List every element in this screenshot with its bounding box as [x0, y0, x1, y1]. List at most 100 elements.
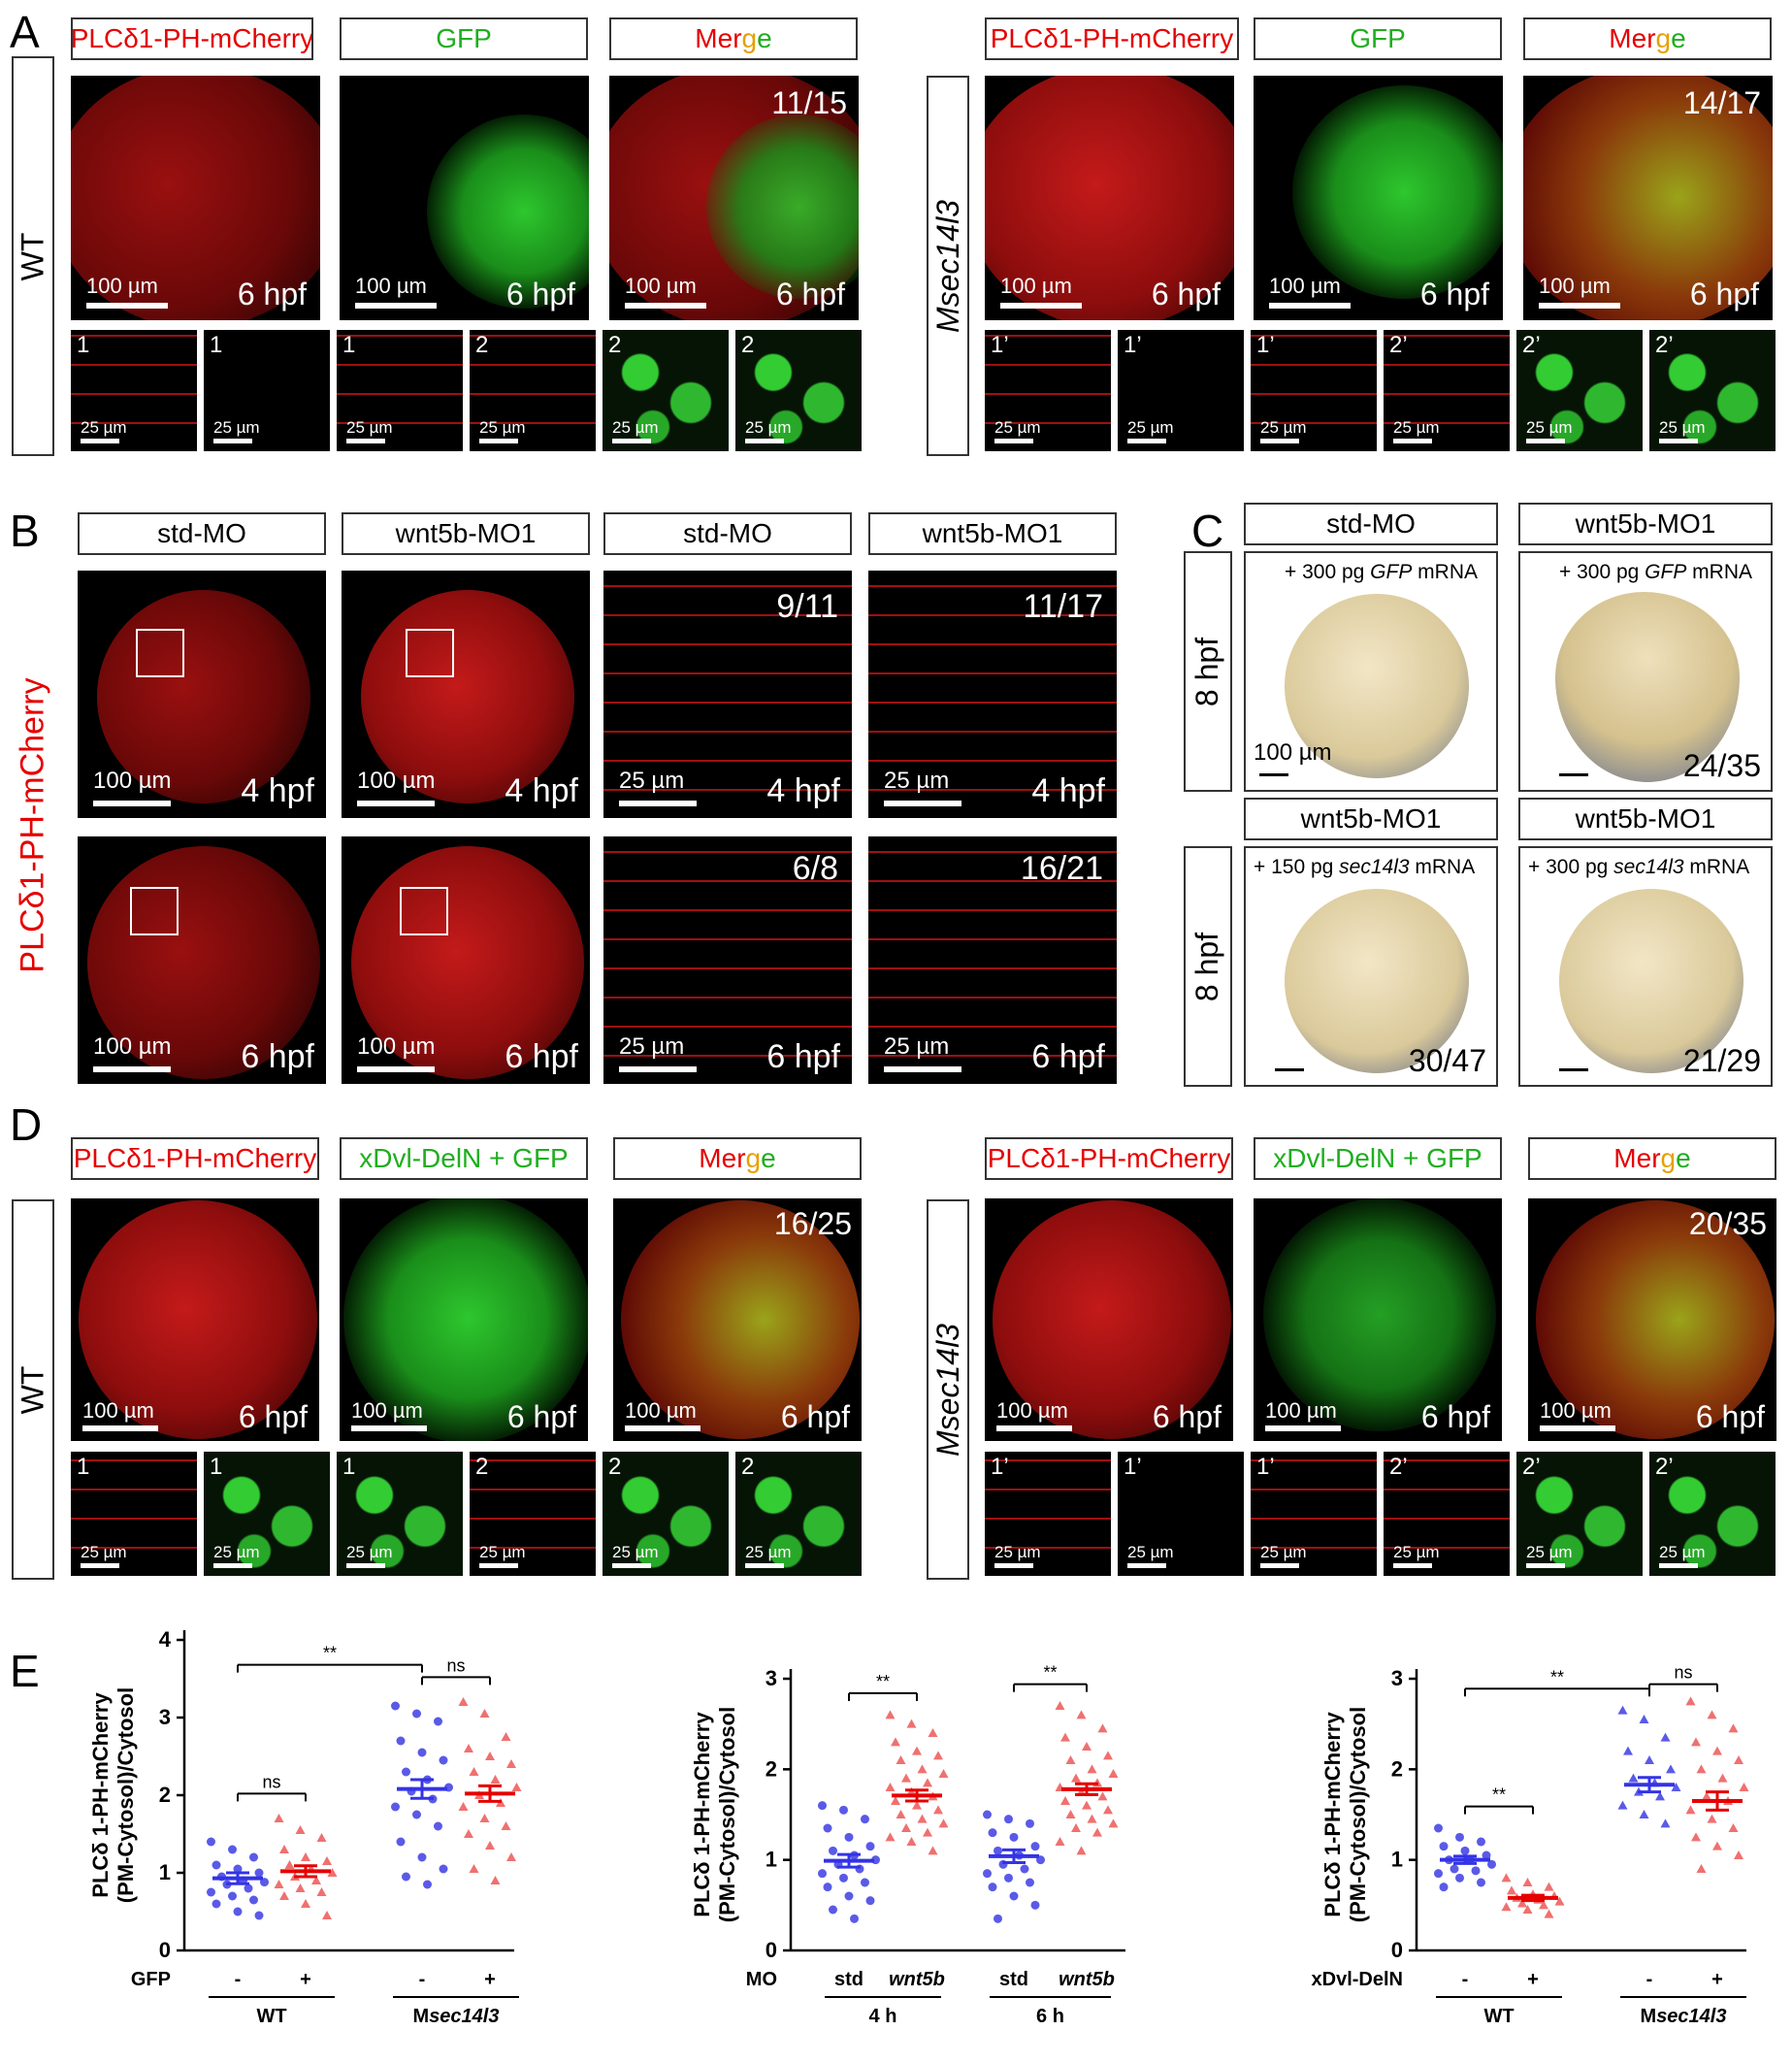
y-tick-label: 3: [159, 1705, 171, 1729]
data-point: [844, 1891, 854, 1901]
scale-bar: [355, 303, 437, 309]
data-point: [1617, 1705, 1628, 1715]
image-merge-wt: 11/15 6 hpf 100 µm: [609, 76, 859, 320]
data-point: [1477, 1837, 1485, 1847]
inset-2-gfp: 2 25 µm: [603, 330, 729, 451]
data-point: [1092, 1827, 1102, 1837]
data-point: [928, 1846, 938, 1855]
significance-label: ns: [262, 1772, 280, 1791]
image-d-merge-wt: 16/25 6 hpf 100 µm: [613, 1198, 862, 1441]
stage-label: 6 hpf: [775, 277, 845, 311]
image-b-std-6h-zoom: 6/8 6 hpf 25 µm: [603, 836, 852, 1084]
data-point: [1691, 1737, 1701, 1747]
data-point: [506, 1759, 516, 1768]
data-point: [1660, 1732, 1671, 1742]
data-point: [823, 1883, 832, 1892]
data-point: [402, 1767, 410, 1777]
group-label: WT: [1483, 2006, 1514, 2027]
data-point: [1071, 1773, 1081, 1783]
data-point: [923, 1827, 932, 1837]
data-point: [901, 1823, 911, 1832]
x-tick-label: wnt5b: [889, 1969, 945, 1990]
panel-label-b: B: [10, 506, 40, 556]
y-tick-label: 3: [1391, 1666, 1403, 1690]
x-row-label: xDvl-DelN: [1312, 1969, 1403, 1990]
data-point: [412, 1810, 421, 1819]
data-point: [1004, 1873, 1013, 1883]
image-d-gfp-m: 6 hpf 100 µm: [1254, 1198, 1502, 1441]
x-tick-label: -: [235, 1969, 242, 1990]
data-point: [1087, 1764, 1097, 1774]
image-b-std-6h: 6 hpf 100 µm: [78, 836, 326, 1084]
row-label-m-d: Msec14l3: [927, 1199, 969, 1580]
inset-d-2-gfp: 2 25 µm: [603, 1452, 729, 1576]
header-merge-d-m: Mer g e: [1528, 1137, 1776, 1180]
y-tick-label: 3: [766, 1666, 777, 1690]
data-point: [896, 1810, 906, 1818]
inset-d-2p-plc: 2’ 25 µm: [1384, 1452, 1510, 1576]
header-plc-a-wt: PLCδ1-PH-mCherry: [71, 17, 313, 60]
data-point: [469, 1864, 479, 1873]
data-point: [1696, 1864, 1707, 1873]
data-point: [501, 1821, 511, 1830]
data-point: [479, 1709, 490, 1718]
header-c-3: wnt5b-MO1: [1244, 798, 1498, 840]
inset-1-plc: 1 25 µm: [71, 330, 197, 451]
data-point: [439, 1864, 448, 1874]
data-point: [1628, 1773, 1639, 1783]
x-row-label: MO: [746, 1969, 777, 1990]
data-point: [284, 1860, 295, 1869]
scale-label: 100 µm: [625, 274, 697, 298]
scale-label: 100 µm: [355, 274, 427, 298]
significance-label: **: [1550, 1667, 1564, 1686]
data-point: [1685, 1696, 1696, 1706]
chart-e1: PLCδ 1-PH-mCherry(PM-Cytosol)/Cytosol 0 1 2…: [88, 1627, 522, 2027]
data-point: [1026, 1878, 1034, 1887]
data-point: [506, 1852, 516, 1861]
header-b-4: wnt5b-MO1: [868, 512, 1117, 555]
header-b-1: std-MO: [78, 512, 326, 555]
data-point: [912, 1746, 922, 1755]
data-point: [885, 1783, 896, 1791]
data-point: [1450, 1864, 1459, 1874]
data-point: [1004, 1815, 1013, 1824]
scale-bar: [625, 303, 706, 309]
data-point: [279, 1845, 289, 1853]
header-gfp-a-wt: GFP: [340, 17, 588, 60]
data-point: [1460, 1846, 1470, 1855]
header-merge-a-wt: Mer g e: [609, 17, 858, 60]
data-point: [458, 1802, 469, 1811]
x-tick-label: wnt5b: [1059, 1969, 1115, 1990]
data-point: [1030, 1900, 1040, 1910]
row-label-wt-d: WT: [12, 1199, 54, 1580]
data-point: [839, 1873, 848, 1883]
x-tick-label: +: [1527, 1969, 1539, 1990]
data-point: [983, 1810, 992, 1819]
data-point: [402, 1872, 410, 1882]
data-point: [1009, 1832, 1019, 1842]
group-label: 6 h: [1036, 2006, 1064, 2027]
data-point: [1739, 1783, 1749, 1791]
data-point: [1103, 1805, 1113, 1815]
y-tick-label: 1: [766, 1848, 777, 1872]
data-point: [1734, 1755, 1743, 1764]
side-label-b: PLCδ1-PH-mCherry: [12, 568, 54, 1082]
image-c-sec300: + 300 pg sec14l3 mRNA 21/29: [1518, 846, 1773, 1087]
x-tick-label: +: [484, 1969, 496, 1990]
header-c-4: wnt5b-MO1: [1518, 798, 1773, 840]
significance-label: ns: [446, 1655, 465, 1675]
data-point: [316, 1887, 327, 1896]
data-point: [244, 1883, 253, 1893]
header-merge-d-wt: Mer g e: [613, 1137, 862, 1180]
data-point: [274, 1814, 284, 1822]
data-point: [301, 1899, 310, 1908]
y-tick-label: 0: [159, 1938, 171, 1962]
data-point: [1055, 1837, 1065, 1846]
data-point: [439, 1755, 448, 1765]
data-point: [1507, 1885, 1516, 1895]
data-point: [1108, 1769, 1119, 1778]
data-point: [1623, 1746, 1633, 1755]
data-point: [1655, 1791, 1665, 1801]
data-point: [1055, 1701, 1065, 1710]
inset-d-1p-gfp: 1’ 25 µm: [1118, 1452, 1244, 1576]
